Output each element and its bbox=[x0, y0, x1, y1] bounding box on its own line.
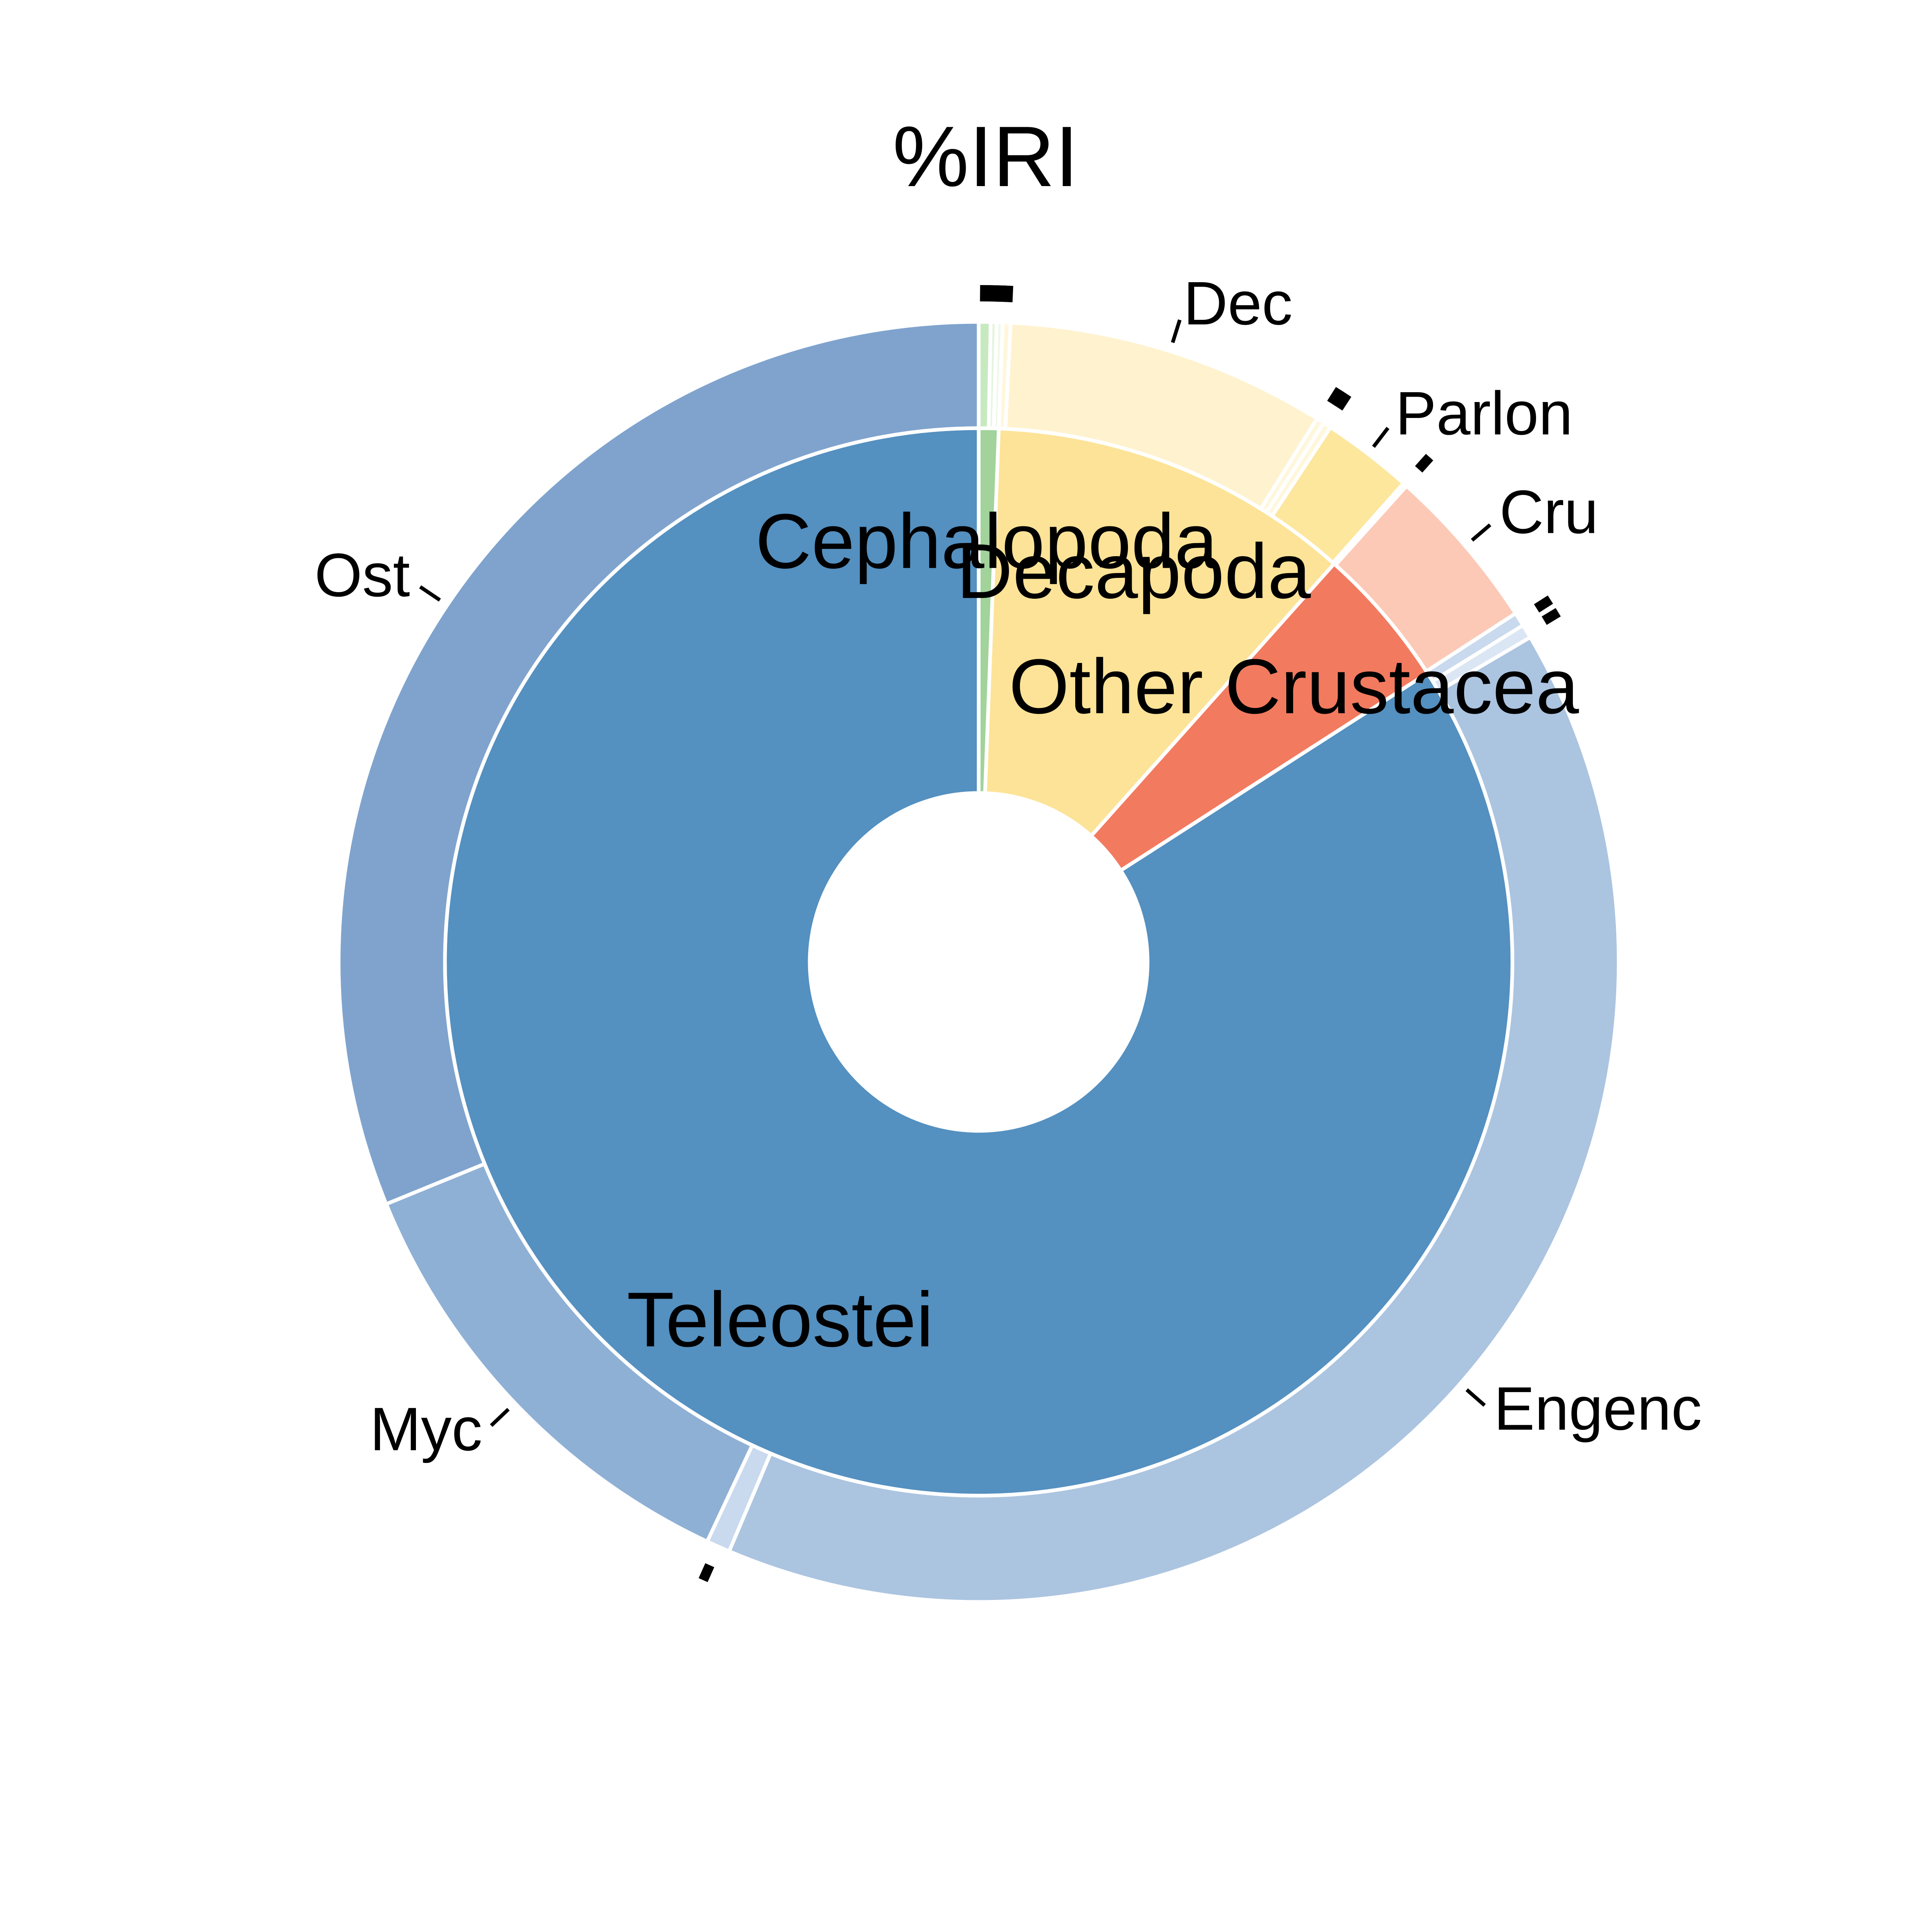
inner-slice-decapoda bbox=[983, 427, 1337, 839]
inner-label-cephalopoda: Cephalopoda bbox=[755, 498, 1218, 585]
outer-labels: Dec Parlon Cru Engenc Myc Ost bbox=[315, 269, 1702, 1463]
inner-ring bbox=[443, 426, 1514, 1498]
leader-line-cru bbox=[1471, 523, 1492, 542]
leader-line-minor-11 bbox=[1541, 608, 1561, 625]
outer-label-parlon: Parlon bbox=[1395, 379, 1573, 447]
leader-lines bbox=[419, 285, 1561, 1582]
chart-title: %IRI bbox=[892, 108, 1078, 204]
leader-line-myc bbox=[490, 1408, 510, 1427]
outer-label-ost: Ost bbox=[315, 541, 410, 609]
outer-label-myc: Myc bbox=[370, 1395, 482, 1463]
leader-line-minor-6 bbox=[1334, 391, 1352, 411]
outer-label-dec: Dec bbox=[1184, 269, 1293, 337]
leader-line-minor-10 bbox=[1534, 595, 1553, 613]
leader-line-minor-2 bbox=[995, 285, 1006, 302]
outer-label-cru: Cru bbox=[1499, 477, 1598, 546]
inner-label-other-crustacea: Other Crustacea bbox=[1009, 643, 1579, 730]
outer-ring bbox=[337, 320, 1621, 1604]
outer-label-engenc: Engenc bbox=[1494, 1374, 1702, 1443]
inner-label-teleostei: Teleostei bbox=[627, 1276, 934, 1363]
inner-slice-teleostei bbox=[443, 426, 1514, 1498]
leader-line-minor-8 bbox=[1415, 454, 1433, 473]
leader-line-minor-5 bbox=[1327, 387, 1344, 406]
inner-label-decapoda: Decapoda bbox=[957, 528, 1311, 615]
leader-line-minor-1 bbox=[989, 285, 1000, 302]
leader-line-ost bbox=[419, 585, 441, 602]
leader-line-minor-13 bbox=[699, 1563, 714, 1582]
leader-line-dec bbox=[1171, 319, 1182, 343]
leader-line-minor-3 bbox=[1002, 285, 1013, 303]
inner-slice-other-crustacea bbox=[1088, 561, 1430, 873]
leader-line-engenc bbox=[1465, 1388, 1486, 1407]
leader-line-parlon bbox=[1372, 427, 1390, 448]
